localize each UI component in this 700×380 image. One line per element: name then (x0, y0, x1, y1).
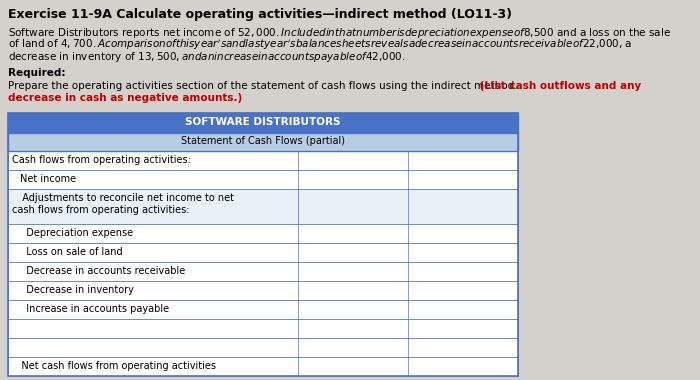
Text: Exercise 11-9A Calculate operating activities—indirect method (LO11-3): Exercise 11-9A Calculate operating activ… (8, 8, 512, 21)
Text: SOFTWARE DISTRIBUTORS: SOFTWARE DISTRIBUTORS (186, 117, 341, 127)
Bar (8, 113, 518, 376)
Bar (8, 224, 518, 243)
Bar (8, 189, 518, 224)
Bar (8, 151, 518, 170)
Text: Decrease in inventory: Decrease in inventory (20, 285, 134, 295)
Text: Adjustments to reconcile net income to net: Adjustments to reconcile net income to n… (16, 193, 234, 203)
Bar (8, 319, 518, 338)
Bar (8, 243, 518, 262)
Text: of land of $4,700. A comparison of this year's and last year's balance sheets re: of land of $4,700. A comparison of this … (8, 38, 632, 52)
Text: Increase in accounts payable: Increase in accounts payable (20, 304, 169, 314)
Bar (8, 262, 518, 281)
Text: (List cash outflows and any: (List cash outflows and any (476, 81, 641, 91)
Bar (8, 281, 518, 300)
Bar (8, 357, 518, 376)
Bar (8, 133, 518, 151)
Bar (8, 170, 518, 189)
Text: Cash flows from operating activities:: Cash flows from operating activities: (12, 155, 191, 165)
Bar (8, 338, 518, 357)
Text: Net cash flows from operating activities: Net cash flows from operating activities (12, 361, 216, 371)
Text: Loss on sale of land: Loss on sale of land (20, 247, 122, 257)
Text: decrease in cash as negative amounts.): decrease in cash as negative amounts.) (8, 93, 242, 103)
Text: Required:: Required: (8, 68, 66, 78)
Text: Software Distributors reports net income of $52,000. Included in that number is : Software Distributors reports net income… (8, 26, 671, 40)
Text: Statement of Cash Flows (partial): Statement of Cash Flows (partial) (181, 136, 345, 146)
Bar (8, 300, 518, 319)
Bar (8, 113, 518, 133)
Text: Net income: Net income (20, 174, 76, 184)
Text: cash flows from operating activities:: cash flows from operating activities: (12, 205, 190, 215)
Text: Prepare the operating activities section of the statement of cash flows using th: Prepare the operating activities section… (8, 81, 517, 91)
Text: decrease in inventory of $13,500, and an increase in accounts payable of $42,000: decrease in inventory of $13,500, and an… (8, 50, 405, 64)
Text: Decrease in accounts receivable: Decrease in accounts receivable (20, 266, 186, 276)
Text: Depreciation expense: Depreciation expense (20, 228, 133, 238)
